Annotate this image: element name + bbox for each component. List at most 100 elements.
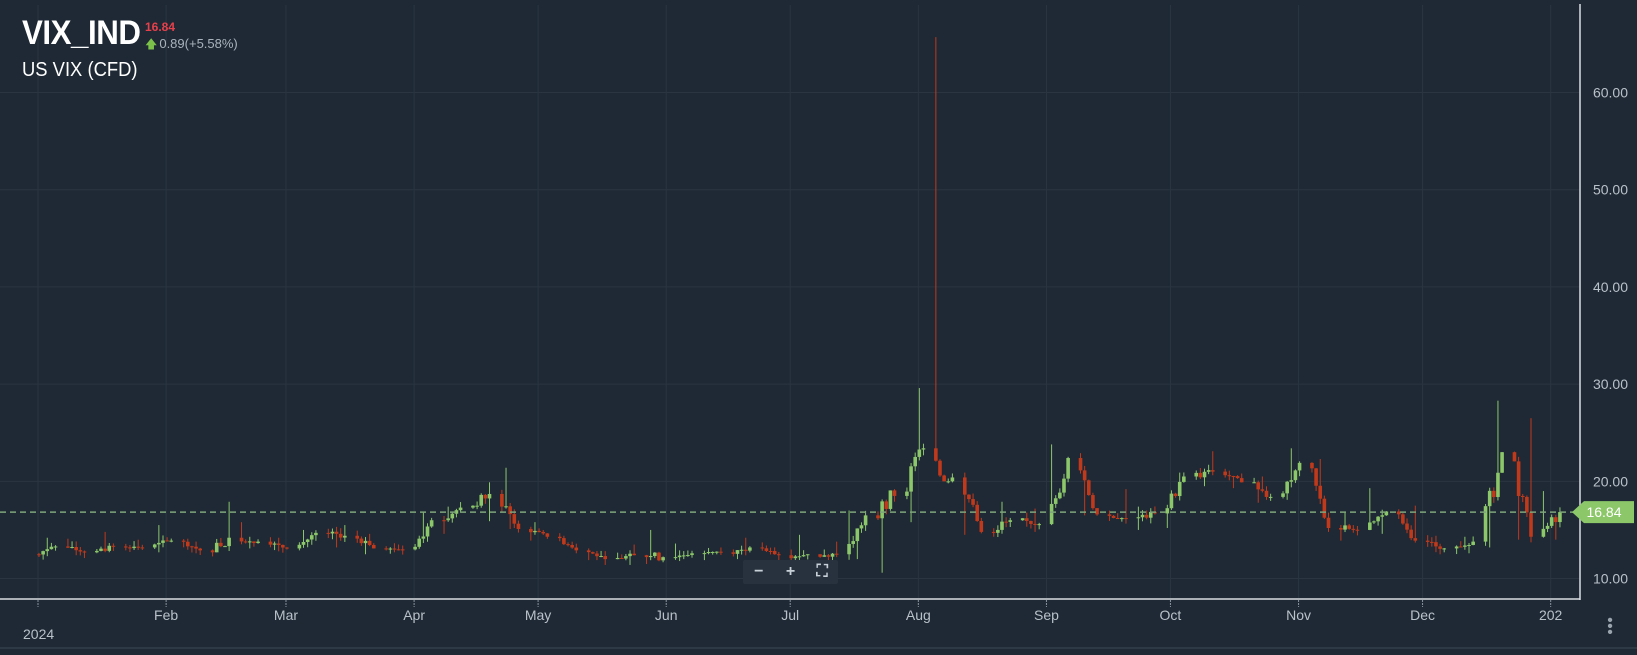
candle-body — [1463, 545, 1467, 547]
candle-body — [1281, 493, 1285, 497]
candle-body — [343, 535, 347, 538]
candle-body — [53, 546, 58, 548]
candle-body — [975, 504, 979, 521]
candle-body — [128, 547, 132, 549]
candle-body — [537, 530, 541, 532]
zoom-in-icon[interactable]: + — [785, 563, 796, 580]
candle-body — [624, 556, 628, 559]
candle-body — [1496, 472, 1500, 498]
candle-body — [1008, 520, 1013, 522]
candle-body — [1351, 528, 1356, 530]
candle-body — [504, 506, 508, 508]
more-vertical-icon[interactable]: • • • — [1607, 612, 1613, 641]
candle-body — [1318, 485, 1323, 499]
candle-body — [586, 550, 591, 553]
candle-body — [1384, 511, 1389, 516]
candle-body — [648, 556, 653, 558]
candle-body — [45, 549, 50, 552]
y-tick-label: 10.00 — [1593, 571, 1628, 587]
candle-body — [281, 544, 285, 548]
candle-body — [1372, 521, 1376, 523]
candle-body — [938, 460, 942, 476]
candle-body — [768, 550, 773, 552]
candle-body — [615, 557, 620, 560]
candle-body — [223, 546, 227, 548]
candle-body — [1326, 517, 1331, 529]
candle-body — [140, 547, 145, 549]
candle-body — [49, 546, 54, 550]
candle-body — [805, 554, 810, 556]
candle-body — [500, 493, 504, 507]
grid-lines — [0, 5, 1580, 598]
candle-body — [74, 546, 78, 551]
candle-body — [305, 539, 310, 542]
candle-body — [314, 532, 318, 536]
price-change: 🡅 0.89(+5.58%) — [145, 35, 238, 56]
candle-body — [681, 555, 686, 557]
zoom-out-icon[interactable]: − — [754, 563, 764, 580]
candle-body — [326, 532, 331, 534]
candle-body — [111, 545, 116, 547]
candle-body — [413, 546, 417, 550]
candle-body — [285, 547, 289, 549]
candle-body — [1058, 492, 1062, 499]
candle-body — [1347, 525, 1351, 529]
candle-body — [1173, 493, 1178, 497]
candle-body — [888, 490, 893, 509]
candle-body — [917, 449, 922, 457]
candle-body — [797, 556, 802, 558]
candle-body — [1487, 490, 1492, 507]
candle-body — [603, 556, 608, 560]
candle-body — [1413, 538, 1418, 541]
candle-body — [1405, 523, 1409, 530]
candle-body — [1078, 458, 1083, 471]
candle-body — [512, 514, 517, 524]
candle-body — [508, 506, 512, 515]
x-tick-label: Nov — [1286, 607, 1311, 623]
candle-body — [1512, 452, 1517, 462]
candle-body — [1239, 478, 1244, 483]
fullscreen-icon[interactable]: ⛶ — [816, 563, 828, 580]
candle-body — [157, 542, 161, 545]
candle-body — [1086, 480, 1091, 496]
x-tick-label: Mar — [274, 607, 298, 623]
candle-body — [1037, 524, 1041, 526]
candle-body — [777, 554, 781, 556]
candle-body — [1177, 481, 1182, 497]
candle-body — [644, 555, 649, 558]
candle-body — [1062, 478, 1066, 493]
quote-block: 16.84 🡅 0.89(+5.58%) — [145, 20, 238, 56]
candle-body — [1268, 496, 1273, 498]
candle-body — [632, 553, 636, 556]
candle-body — [595, 553, 599, 557]
candle-body — [793, 556, 798, 559]
candle-body — [1148, 511, 1153, 518]
candle-body — [905, 491, 909, 496]
candle-body — [876, 515, 880, 519]
candle-body — [330, 531, 335, 534]
candle-body — [1264, 490, 1269, 497]
candle-body — [1029, 520, 1033, 524]
candle-body — [1000, 521, 1004, 530]
y-tick-label: 40.00 — [1593, 279, 1628, 295]
candle-body — [855, 528, 860, 542]
candle-body — [1558, 512, 1562, 523]
candle-body — [243, 541, 248, 543]
candle-body — [748, 547, 752, 551]
candle-body — [1454, 546, 1459, 549]
candle-body — [483, 494, 488, 499]
candle-body — [1169, 493, 1174, 509]
candle-body — [1053, 498, 1058, 504]
candle-body — [1020, 518, 1025, 521]
candle-body — [1409, 529, 1413, 539]
candle-body — [1124, 518, 1128, 520]
candle-body — [851, 541, 856, 544]
candle-body — [991, 531, 996, 533]
candle-body — [70, 546, 74, 548]
candle-body — [1049, 503, 1054, 525]
candle-body — [458, 507, 463, 511]
candle-body — [417, 538, 422, 547]
candle-body — [239, 537, 244, 542]
candle-body — [719, 551, 723, 553]
